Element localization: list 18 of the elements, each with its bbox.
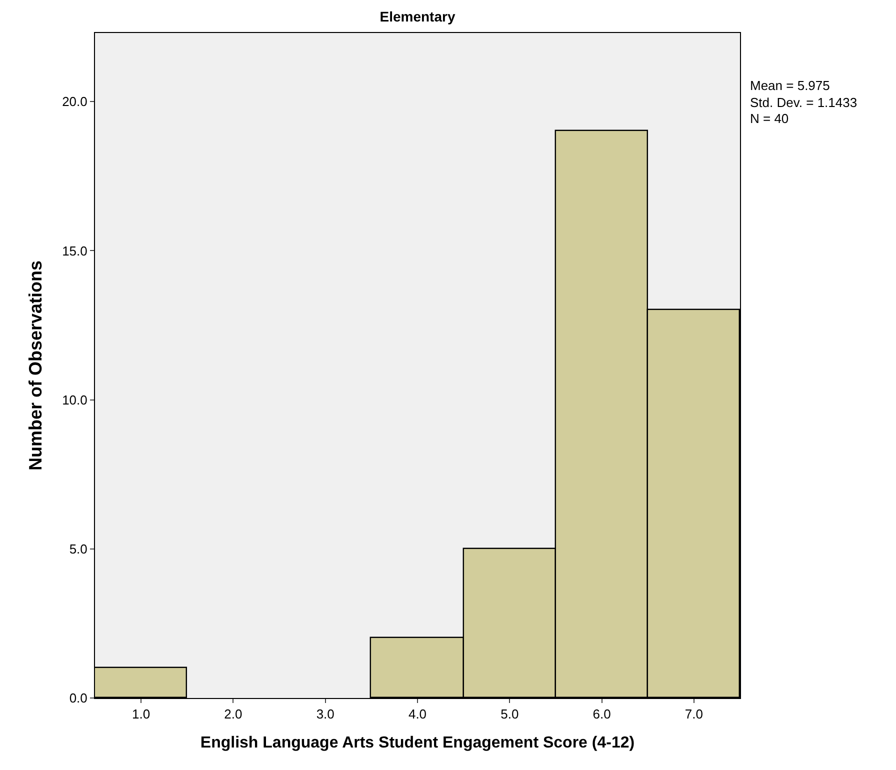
text: Mean = 5.975 [750,78,830,93]
text: Std. Dev. = 1.1433 [750,95,858,110]
text: N = 40 [750,111,789,126]
y-tick-label: 5.0 [69,541,88,556]
x-tick-label: 5.0 [500,706,519,722]
x-tick-label: 6.0 [592,706,611,722]
x-tick-label: 1.0 [132,706,150,722]
x-tick-label: 3.0 [316,706,334,722]
y-tick-label: 15.0 [62,243,88,258]
x-tick-label: 4.0 [408,706,427,722]
y-tick-label: 10.0 [62,392,88,408]
y-axis-title: Number of Observations [25,260,46,471]
x-axis-title: English Language Arts Student Engagement Score (4-12) [200,734,635,752]
y-tick-label: 20.0 [62,94,88,110]
chart-title: Elementary [380,8,456,24]
y-tick-label: 0.0 [69,690,88,706]
x-tick-label: 2.0 [224,706,242,722]
x-tick-label: 7.0 [684,706,703,722]
